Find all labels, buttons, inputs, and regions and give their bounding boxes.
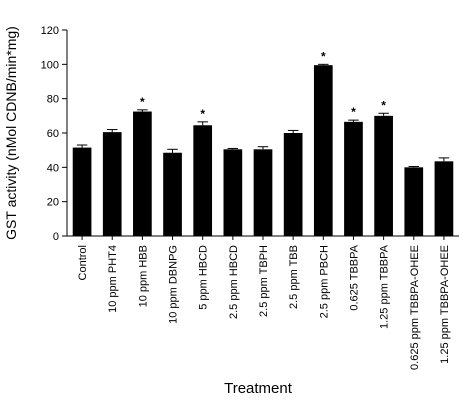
bar — [283, 133, 303, 236]
x-tick-label: 2.5 ppm TBB — [288, 245, 300, 309]
significance-marker: * — [200, 107, 205, 121]
y-tick-label: 120 — [41, 25, 59, 37]
y-tick-label: 20 — [47, 197, 59, 209]
x-tick-label: 10 ppm HBB — [137, 245, 149, 307]
x-tick-label: 1.25 ppm TBBPA-OHEE — [439, 245, 451, 364]
x-tick-label: 0.625 TBBPA — [348, 244, 360, 310]
bar — [404, 167, 424, 236]
x-tick-label: 1.25 ppm TBBPA — [379, 244, 391, 329]
y-axis: 0 20 40 60 80 100 120 — [41, 25, 68, 243]
x-axis — [67, 235, 459, 240]
bar — [163, 152, 182, 236]
y-tick-label: 0 — [53, 231, 59, 243]
significance-marker: * — [321, 49, 326, 63]
bar — [434, 161, 454, 236]
x-tick-labels: Control 10 ppm PHT4 10 ppm HBB 10 ppm DBNPG… — [77, 244, 451, 370]
x-axis-title: Treatment — [224, 380, 293, 397]
bar — [344, 121, 363, 236]
x-tick-label: 10 ppm DBNPG — [168, 245, 180, 324]
y-tick-label: 40 — [47, 162, 59, 174]
y-tick-label: 80 — [47, 94, 59, 106]
error-bars — [76, 63, 450, 168]
bar — [374, 115, 393, 236]
x-tick-label: 2.5 ppm PBCH — [318, 245, 330, 318]
bar — [223, 149, 243, 236]
significance-markers: * * * * * — [140, 49, 386, 121]
y-tick-label: 100 — [41, 59, 59, 71]
significance-marker: * — [140, 95, 145, 109]
bar — [102, 132, 122, 236]
x-tick-label: 2.5 ppm TBPH — [258, 245, 270, 317]
x-tick-label: 0.625 ppm TBBPA-OHEE — [409, 245, 421, 370]
x-tick-label: 2.5 ppm HBCD — [228, 245, 240, 319]
bar — [253, 149, 273, 236]
x-tick-label: 10 ppm PHT4 — [107, 245, 119, 313]
significance-marker: * — [351, 105, 356, 119]
bar — [193, 125, 213, 236]
y-axis-title: GST activity (nMol CDNB/min*mg) — [3, 26, 19, 240]
bar — [313, 65, 333, 236]
x-tick-label: Control — [77, 245, 89, 280]
x-tick-label: 5 ppm HBCD — [198, 245, 210, 310]
significance-marker: * — [381, 98, 386, 112]
bars — [72, 65, 454, 236]
bar — [72, 147, 92, 236]
y-tick-label: 60 — [47, 128, 59, 140]
bar — [133, 111, 152, 236]
